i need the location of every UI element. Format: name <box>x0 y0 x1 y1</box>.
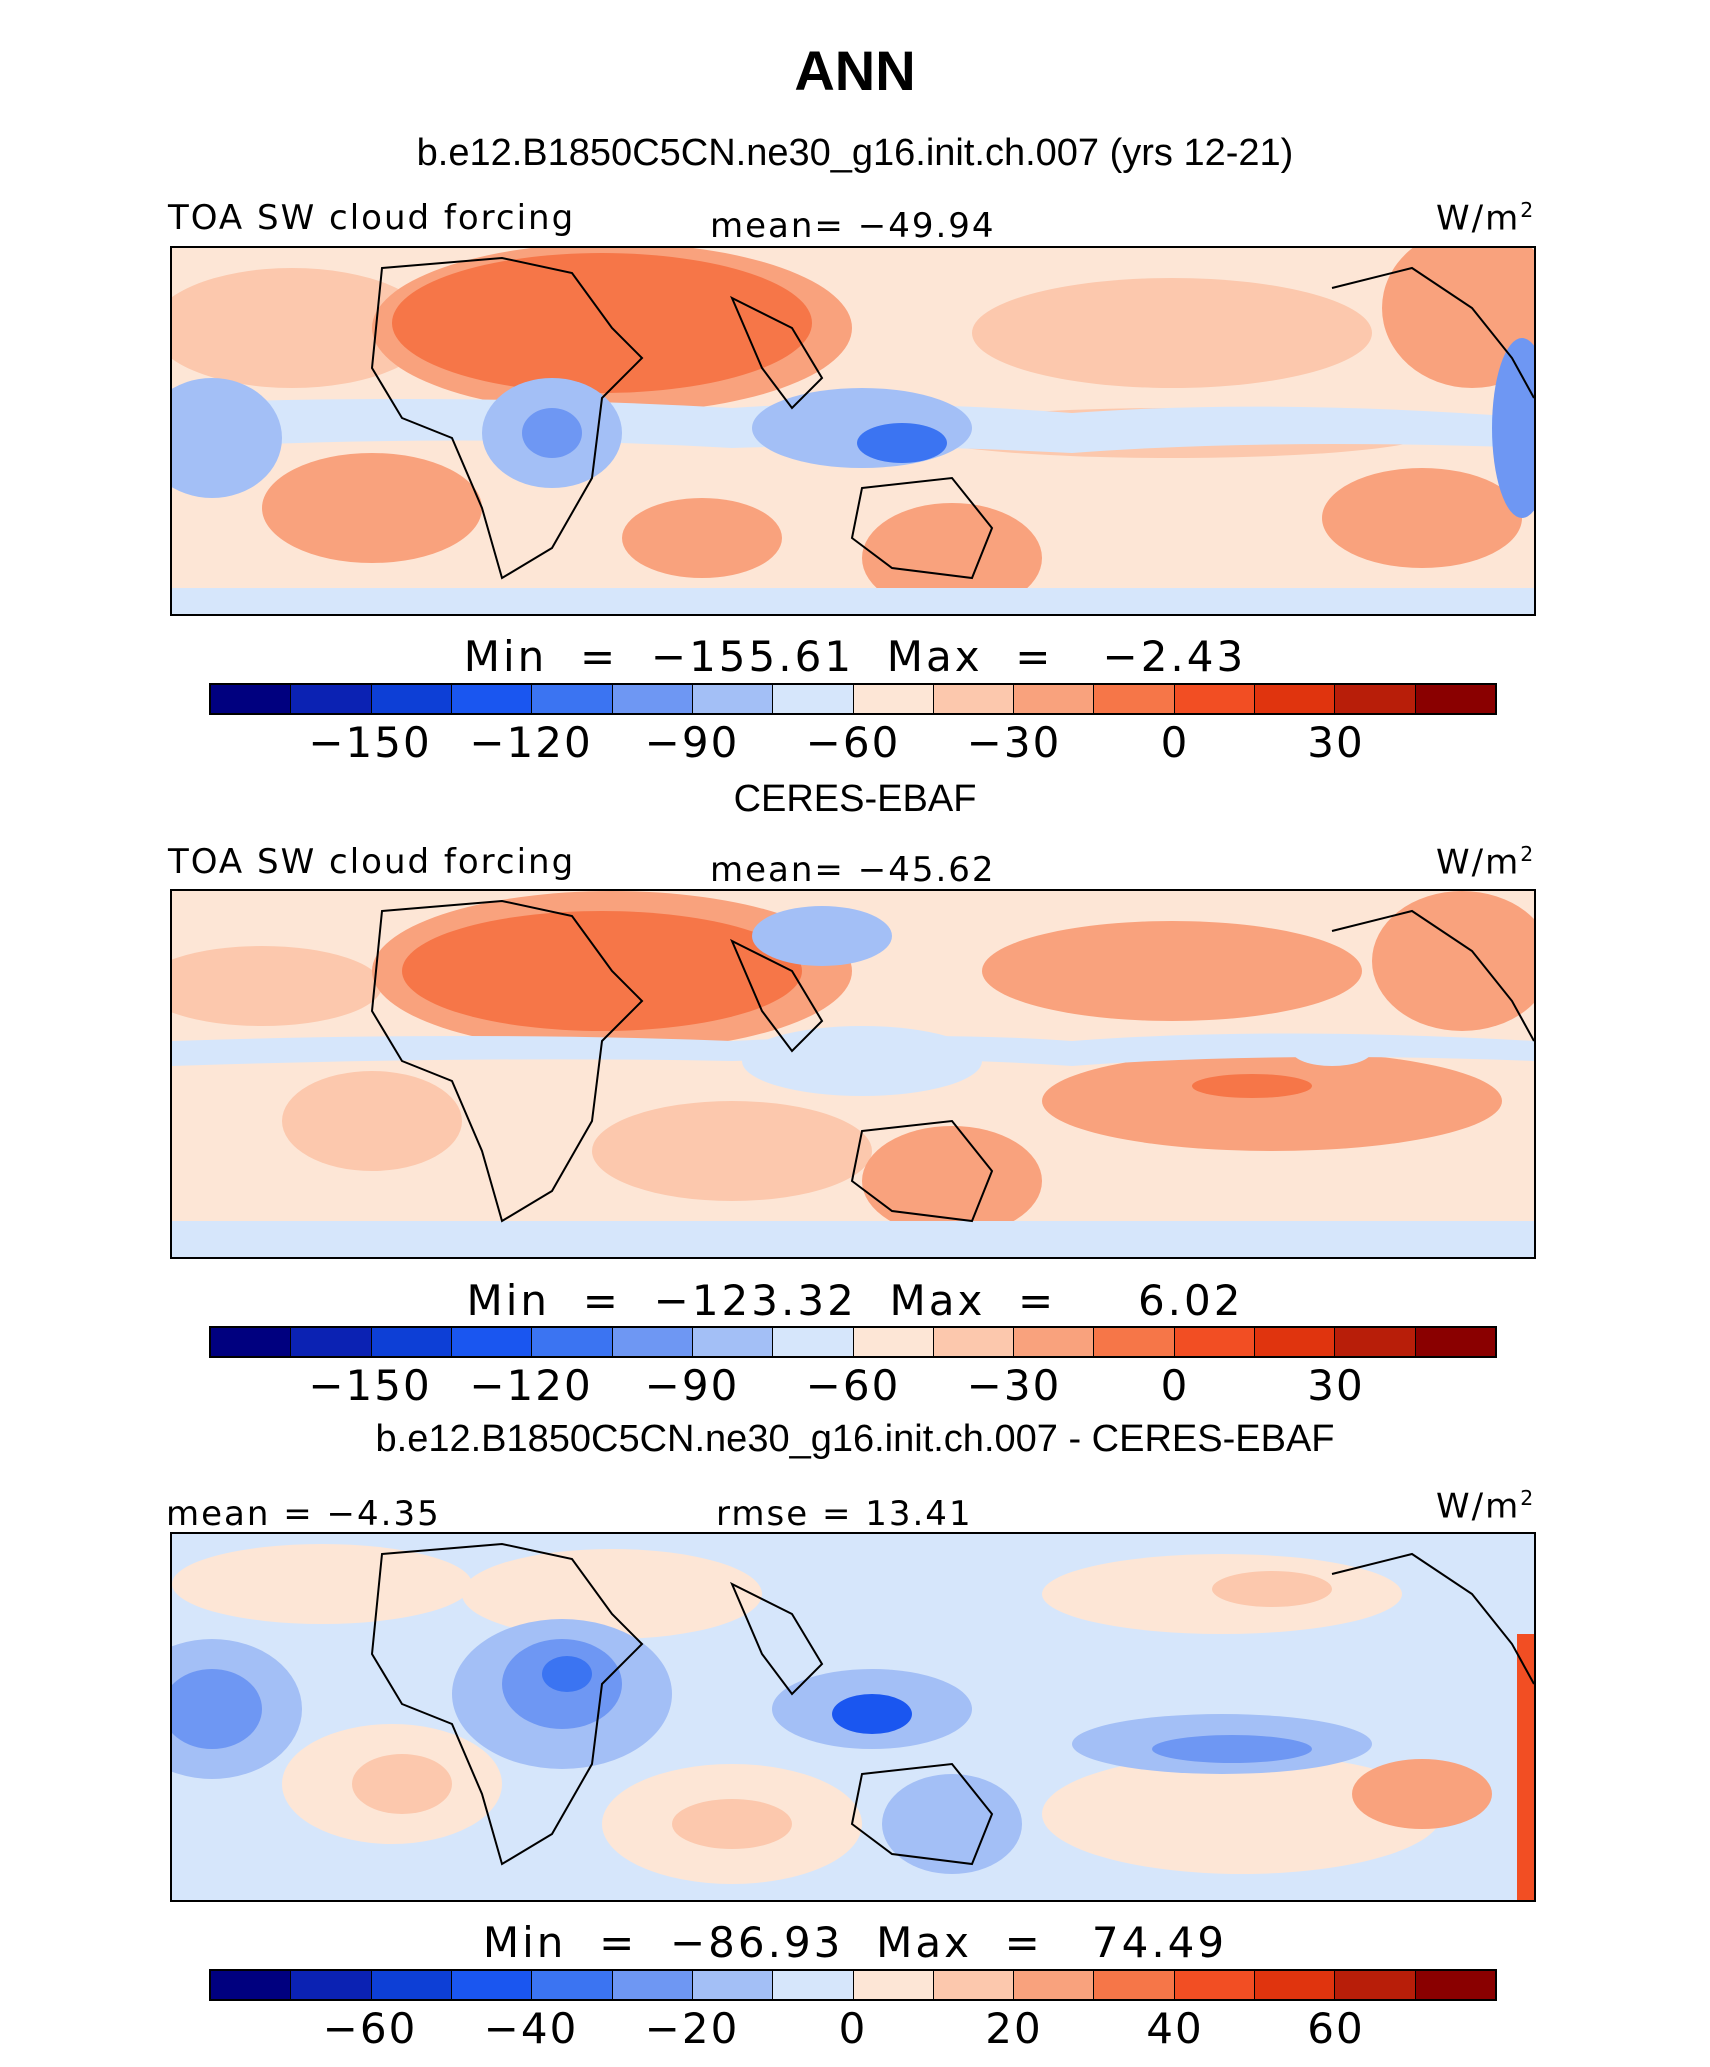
panel-2-minmax: Min = −123.32 Max = 6.02 <box>466 1276 1244 1325</box>
colorbar-swatch <box>773 1971 854 1999</box>
colorbar-swatch <box>1094 1328 1175 1356</box>
panel-3-tick-label: −40 <box>483 2004 579 2053</box>
panel-2-tick-label: −60 <box>805 1361 901 1410</box>
colorbar-swatch <box>853 1971 934 1999</box>
colorbar-swatch <box>291 685 372 713</box>
panel-1-map <box>170 246 1536 616</box>
colorbar-swatch <box>1094 1971 1175 1999</box>
panel-2-title: CERES-EBAF <box>733 778 977 820</box>
panel-1-title: b.e12.B1850C5CN.ne30_g16.init.ch.007 (yr… <box>416 132 1294 174</box>
colorbar-swatch <box>1335 685 1416 713</box>
colorbar-swatch <box>692 685 774 713</box>
colorbar-swatch <box>211 1328 292 1356</box>
colorbar-swatch <box>1335 1328 1416 1356</box>
panel-3-tick-label: −60 <box>322 2004 418 2053</box>
panel-3-units: W/m2 <box>1436 1486 1536 1527</box>
panel-1-tick-label: −120 <box>469 718 593 767</box>
panel-2-map <box>170 889 1536 1259</box>
colorbar-swatch <box>1255 1971 1336 1999</box>
colorbar-swatch <box>211 685 292 713</box>
colorbar-swatch <box>1014 1328 1095 1356</box>
colorbar-swatch <box>451 1328 533 1356</box>
colorbar-swatch <box>1255 1328 1336 1356</box>
colorbar-swatch <box>532 1971 613 1999</box>
colorbar-swatch <box>371 685 452 713</box>
colorbar-swatch <box>291 1971 372 1999</box>
panel-2-tick-label: −90 <box>644 1361 740 1410</box>
panel-3-tick-label: −20 <box>644 2004 740 2053</box>
panel-3-minmax: Min = −86.93 Max = 74.49 <box>482 1918 1228 1967</box>
colorbar-swatch <box>1415 1328 1495 1356</box>
panel-2-variable-label: TOA SW cloud forcing <box>168 842 576 882</box>
colorbar-swatch <box>933 1971 1015 1999</box>
panel-1-map-svg <box>172 248 1534 614</box>
panel-3-title: b.e12.B1850C5CN.ne30_g16.init.ch.007 - C… <box>375 1418 1335 1460</box>
colorbar-swatch <box>1014 685 1095 713</box>
colorbar-swatch <box>291 1328 372 1356</box>
colorbar-swatch <box>1174 1971 1256 1999</box>
colorbar-swatch <box>1174 1328 1256 1356</box>
panel-1-mean-label: mean= −49.94 <box>710 206 996 246</box>
colorbar-swatch <box>532 1328 613 1356</box>
colorbar-swatch <box>612 1328 693 1356</box>
panel-1-tick-label: −60 <box>805 718 901 767</box>
panel-1-variable-label: TOA SW cloud forcing <box>168 198 576 238</box>
panel-1-tick-label: −90 <box>644 718 740 767</box>
colorbar-swatch <box>853 1328 934 1356</box>
colorbar-swatch <box>933 1328 1015 1356</box>
panel-3-map-svg <box>172 1534 1534 1900</box>
panel-1-units: W/m2 <box>1436 198 1536 239</box>
panel-2-tick-label: −30 <box>966 1361 1062 1410</box>
panel-2-units: W/m2 <box>1436 842 1536 883</box>
colorbar-swatch <box>371 1971 452 1999</box>
colorbar-swatch <box>692 1971 774 1999</box>
colorbar-swatch <box>451 685 533 713</box>
colorbar-swatch <box>1335 1971 1416 1999</box>
colorbar-swatch <box>853 685 934 713</box>
panel-1-colorbar <box>209 683 1497 715</box>
colorbar-swatch <box>532 685 613 713</box>
colorbar-swatch <box>692 1328 774 1356</box>
panel-3-rmse-label: rmse = 13.41 <box>716 1494 973 1534</box>
colorbar-swatch <box>211 1971 292 1999</box>
panel-2-tick-label: −150 <box>308 1361 432 1410</box>
colorbar-swatch <box>1255 685 1336 713</box>
panel-2-mean-label: mean= −45.62 <box>710 850 996 890</box>
colorbar-swatch <box>933 685 1015 713</box>
colorbar-swatch <box>612 685 693 713</box>
panel-3-tick-label: 40 <box>1146 2004 1204 2053</box>
colorbar-swatch <box>371 1328 452 1356</box>
panel-1-tick-label: −30 <box>966 718 1062 767</box>
panel-3-map <box>170 1532 1536 1902</box>
panel-2-tick-label: 30 <box>1307 1361 1365 1410</box>
colorbar-swatch <box>773 685 854 713</box>
panel-3-mean-label: mean = −4.35 <box>166 1494 441 1534</box>
panel-1-tick-label: 0 <box>1160 718 1190 767</box>
colorbar-swatch <box>773 1328 854 1356</box>
colorbar-swatch <box>1415 1971 1495 1999</box>
panel-3-tick-label: 60 <box>1307 2004 1365 2053</box>
colorbar-swatch <box>451 1971 533 1999</box>
panel-2-colorbar <box>209 1326 1497 1358</box>
panel-3-colorbar <box>209 1969 1497 2001</box>
panel-1-tick-label: −150 <box>308 718 432 767</box>
main-title: ANN <box>794 39 916 102</box>
colorbar-swatch <box>1415 685 1495 713</box>
panel-3-tick-label: 0 <box>838 2004 868 2053</box>
colorbar-swatch <box>1014 1971 1095 1999</box>
colorbar-swatch <box>1174 685 1256 713</box>
panel-2-tick-label: 0 <box>1160 1361 1190 1410</box>
panel-2-tick-label: −120 <box>469 1361 593 1410</box>
colorbar-swatch <box>1094 685 1175 713</box>
panel-1-minmax: Min = −155.61 Max = −2.43 <box>463 632 1247 681</box>
panel-3-tick-label: 20 <box>985 2004 1043 2053</box>
panel-2-map-svg <box>172 891 1534 1257</box>
panel-1-tick-label: 30 <box>1307 718 1365 767</box>
colorbar-swatch <box>612 1971 693 1999</box>
